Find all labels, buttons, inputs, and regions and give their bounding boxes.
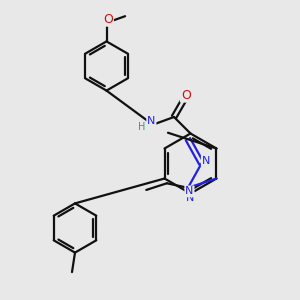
Text: N: N [186,193,194,203]
Text: O: O [181,88,190,102]
Text: O: O [103,13,113,26]
Text: N: N [202,156,210,166]
Text: H: H [138,122,145,132]
Text: N: N [185,186,194,197]
Text: N: N [147,116,155,126]
